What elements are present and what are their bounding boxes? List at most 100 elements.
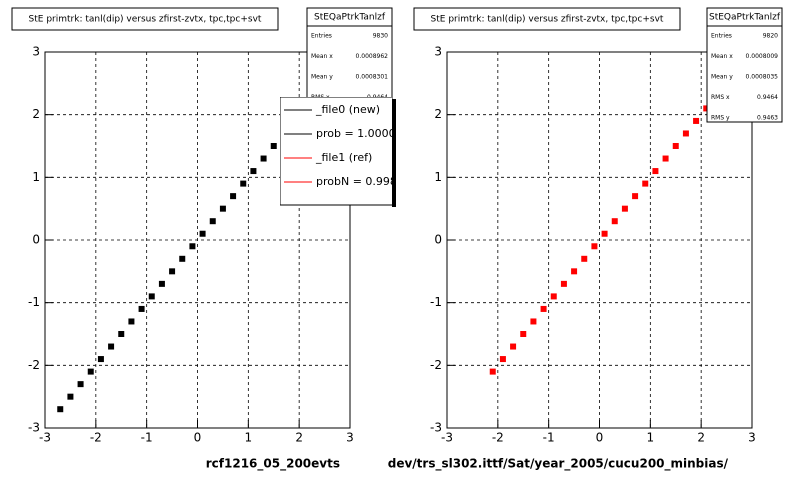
y-tick-label: -2 bbox=[430, 358, 442, 372]
stats-name: RMS y bbox=[711, 115, 730, 122]
y-tick-label: -3 bbox=[430, 421, 442, 435]
legend-label: prob = 1.000000 bbox=[316, 127, 410, 140]
point bbox=[77, 381, 84, 388]
point bbox=[87, 368, 94, 375]
stats-name: Mean x bbox=[311, 53, 333, 60]
point bbox=[662, 155, 669, 162]
x-tick-label: 2 bbox=[295, 431, 303, 445]
x-tick-label: 3 bbox=[346, 431, 354, 445]
stats-value: 0.0008301 bbox=[356, 74, 389, 81]
x-tick-label: -2 bbox=[90, 431, 102, 445]
x-tick-label: 0 bbox=[194, 431, 202, 445]
x-tick-label: 0 bbox=[596, 431, 604, 445]
point bbox=[189, 243, 196, 250]
point bbox=[138, 305, 145, 312]
y-tick-label: 2 bbox=[434, 107, 442, 121]
chart-title: StE primtrk: tanl(dip) versus zfirst-zvt… bbox=[29, 15, 262, 25]
x-tick-label: -2 bbox=[492, 431, 504, 445]
point bbox=[642, 180, 649, 187]
point bbox=[250, 168, 257, 175]
stats-value: 0.0008009 bbox=[746, 53, 779, 60]
stats-value: 0.0008962 bbox=[356, 53, 389, 60]
y-tick-label: 3 bbox=[434, 45, 442, 59]
point bbox=[179, 255, 186, 262]
x-axis-label: rcf1216_05_200evts bbox=[206, 457, 340, 472]
stats-name: Entries bbox=[311, 33, 332, 40]
stats-title: StEQaPtrkTanlzf bbox=[314, 13, 386, 23]
point bbox=[672, 143, 679, 149]
stats-name: Mean x bbox=[711, 53, 733, 60]
plot-frame bbox=[446, 51, 753, 429]
legend: _file0 (new) prob = 1.000000 _file1 (ref) p… bbox=[280, 97, 411, 206]
stats-value: 9830 bbox=[373, 33, 388, 40]
point bbox=[560, 280, 567, 287]
point bbox=[118, 331, 125, 337]
y-tick-label: 0 bbox=[434, 233, 442, 247]
y-tick-label: 0 bbox=[32, 233, 40, 247]
y-tick-label: 1 bbox=[434, 170, 442, 184]
point bbox=[591, 243, 598, 250]
y-tick-label: -1 bbox=[28, 295, 40, 309]
legend-shadow bbox=[392, 99, 396, 207]
point bbox=[128, 318, 135, 325]
y-tick-label: -3 bbox=[28, 421, 40, 435]
stats-name: Mean y bbox=[711, 74, 733, 81]
title-box bbox=[413, 7, 681, 31]
point bbox=[108, 343, 115, 350]
point bbox=[621, 205, 628, 212]
title-box bbox=[11, 7, 279, 31]
point bbox=[632, 193, 639, 200]
stats-value: 0.0008035 bbox=[746, 74, 779, 81]
point bbox=[148, 293, 155, 300]
point bbox=[158, 280, 165, 287]
x-tick-label: 1 bbox=[245, 431, 253, 445]
point bbox=[611, 218, 618, 225]
stats-value: 0.9464 bbox=[757, 94, 778, 101]
point bbox=[260, 155, 267, 162]
point bbox=[601, 230, 608, 237]
point bbox=[240, 180, 247, 187]
point bbox=[230, 193, 237, 200]
stats-name: RMS x bbox=[711, 94, 730, 101]
point bbox=[169, 268, 176, 275]
x-tick-label: -3 bbox=[441, 431, 453, 445]
point bbox=[693, 117, 700, 124]
point bbox=[219, 205, 226, 212]
y-tick-label: -1 bbox=[430, 295, 442, 309]
y-tick-label: 3 bbox=[32, 45, 40, 59]
point bbox=[199, 230, 206, 237]
stats-title: StEQaPtrkTanlzf bbox=[709, 13, 781, 23]
stats-box bbox=[706, 7, 783, 123]
legend-label: _file1 (ref) bbox=[315, 151, 372, 164]
point bbox=[530, 318, 537, 325]
y-tick-label: 1 bbox=[32, 170, 40, 184]
stats-box bbox=[306, 7, 393, 101]
x-tick-label: -3 bbox=[39, 431, 51, 445]
point bbox=[571, 268, 578, 275]
point bbox=[581, 255, 588, 262]
point bbox=[97, 356, 104, 363]
point bbox=[520, 331, 527, 337]
y-tick-label: -2 bbox=[28, 358, 40, 372]
x-axis-label: dev/trs_sl302.ittf/Sat/year_2005/cucu200… bbox=[388, 457, 729, 472]
x-tick-label: -1 bbox=[141, 431, 153, 445]
stats-value: 0.9463 bbox=[757, 115, 778, 122]
x-tick-label: 2 bbox=[697, 431, 705, 445]
legend-label: probN = 0.99835 bbox=[316, 175, 411, 188]
legend-label: _file0 (new) bbox=[315, 103, 380, 116]
point bbox=[682, 130, 689, 137]
point bbox=[510, 343, 517, 350]
point bbox=[652, 168, 659, 175]
point bbox=[703, 105, 710, 112]
point bbox=[499, 356, 506, 363]
point bbox=[67, 393, 74, 400]
point bbox=[540, 305, 547, 312]
stats-name: Mean y bbox=[311, 74, 333, 81]
point bbox=[209, 218, 216, 225]
stats-value: 9820 bbox=[763, 33, 778, 40]
chart-title: StE primtrk: tanl(dip) versus zfirst-zvt… bbox=[431, 15, 664, 25]
plot-frame bbox=[44, 51, 351, 429]
x-tick-label: 1 bbox=[647, 431, 655, 445]
point bbox=[270, 143, 277, 149]
